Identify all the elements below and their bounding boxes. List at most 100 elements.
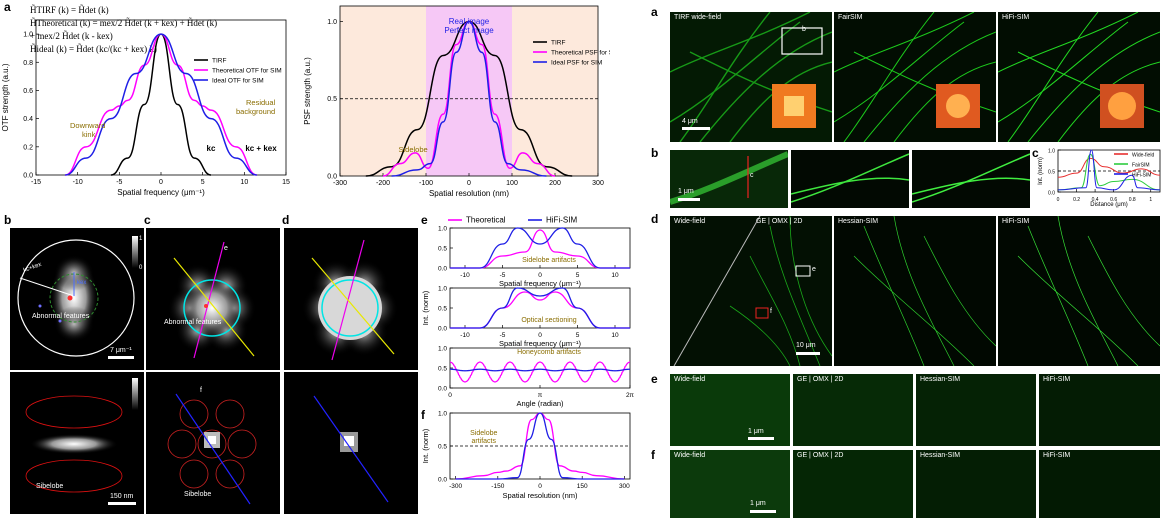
psf-ylabel: PSF strength (a.u.) — [303, 57, 312, 125]
c_right-ylabel: Int. (norm) — [1038, 157, 1044, 185]
c-f-label: f — [200, 387, 202, 394]
right-d-label-4: HiFi-SIM — [1002, 218, 1030, 225]
psf-series-ideal-psf-for-sim — [391, 20, 547, 177]
otf-xtick-label: 0 — [159, 179, 163, 186]
c_right-xtick-label: 0.8 — [1129, 197, 1136, 203]
right-d-label-2: GE | OMX | 2D — [756, 218, 803, 225]
f-series-hifi-sim — [455, 412, 625, 480]
right-a-scale-label: 4 μm — [682, 118, 698, 125]
right-e-label-4: HiFi-SIM — [1043, 376, 1071, 383]
e3-series-hifi-sim — [449, 368, 631, 372]
otf-xtick-label: -10 — [73, 179, 83, 186]
e3-annotation: Honeycomb artifacts — [517, 349, 581, 356]
b-sidelobe-label: Sibelobe — [36, 483, 63, 490]
right-b-1: c 1 μm — [670, 150, 788, 208]
psf-legend-label: Ideal PSF for SIM — [551, 60, 602, 67]
e3-ytick-label: 1.0 — [438, 346, 447, 353]
panel-d-top — [284, 228, 418, 370]
right-c-chart: 0 0.2 0.4 0.6 0.8 1 0.0 0.5 1.0 Distance (μm) Int.… — [1038, 149, 1161, 208]
e3-xlabel: Angle (radian) — [516, 399, 564, 408]
otf-xtick-label: -5 — [116, 179, 122, 186]
e1-ytick-label: 1.0 — [438, 226, 447, 233]
e3-ytick-label: 0.5 — [438, 366, 447, 373]
crt-legend-label: HiFi-SIM — [1132, 173, 1151, 179]
e2-xtick-label: 10 — [611, 332, 619, 339]
otf-xlabel: Spatial frequency (μm⁻¹) — [117, 188, 205, 197]
right-a-fairsim: FairSIM — [834, 12, 996, 142]
right-d-label-3: Hessian-SIM — [838, 218, 879, 225]
right-b-scale-label: 1 μm — [678, 188, 694, 195]
c_right-ytick-label: 0.0 — [1048, 191, 1055, 197]
psf-ytick-label: 0.0 — [327, 174, 337, 181]
right-b-3 — [912, 150, 1030, 208]
right-e-4: HiFi-SIM — [1039, 374, 1160, 446]
c-sidelobe-label: Sibelobe — [184, 491, 211, 498]
formula-ideal-rhs: kc/(kc + kex) k) — [99, 44, 157, 54]
c_right-xtick-label: 0.4 — [1092, 197, 1099, 203]
psf-xtick-label: 300 — [592, 180, 604, 187]
right-panel-label-a: a — [651, 5, 658, 19]
right-d-scale-bar — [796, 352, 820, 355]
right-f-label-4: HiFi-SIM — [1043, 452, 1071, 459]
b-kex-label: kex — [77, 280, 86, 286]
otf-xtick-label: 10 — [240, 179, 248, 186]
e1-series-theoretical — [450, 229, 630, 269]
e2-xlabel: Spatial frequency (μm⁻¹) — [499, 339, 582, 348]
otf-legend-label: Ideal OTF for SIM — [212, 78, 264, 85]
f-xtick-label: -150 — [491, 483, 504, 490]
panel-c-top: e Abnormal features — [146, 228, 280, 370]
formula-theoretical-rhs: mex/2 H̃det (k + kex) + H̃det (k) + mex/… — [30, 18, 218, 41]
psf-ytick-label: 0.5 — [327, 96, 337, 103]
psf-band — [426, 6, 512, 176]
right-b-c-marker: c — [750, 172, 754, 179]
right-a-scale-bar — [682, 127, 710, 130]
right-f-2: GE | OMX | 2D — [793, 450, 913, 518]
otf-kcex-label: kc + kex — [245, 144, 277, 153]
e1-xtick-label: 10 — [611, 272, 619, 279]
formula-ideal-lhs: H̃ideal (k) = H̃det ( — [30, 44, 100, 54]
right-f-label-3: Hessian-SIM — [920, 452, 961, 459]
c_right-xtick-label: 0.6 — [1110, 197, 1117, 203]
e2-xtick-label: -5 — [500, 332, 506, 339]
right-a-b-marker: b — [802, 26, 806, 33]
b-cbar-min: 0 — [139, 265, 143, 271]
panel-d-bottom — [284, 372, 418, 514]
otf-kink-label-1: Downward — [70, 121, 105, 130]
e2-xtick-label: -10 — [460, 332, 470, 339]
e3-xtick-label: π — [538, 392, 543, 399]
b-bottom-scale-bar — [108, 502, 136, 505]
f-xlabel: Spatial resolution (nm) — [502, 491, 578, 500]
right-e-3: Hessian-SIM — [916, 374, 1036, 446]
formula-tirf: H̃TIRF (k) = H̃det (k) — [30, 5, 109, 15]
e1-xtick-label: -5 — [500, 272, 506, 279]
crt-legend-label: Wide-field — [1132, 153, 1154, 159]
right-d-2: Hessian-SIM — [834, 216, 996, 366]
right-panel-label-f: f — [651, 448, 655, 462]
e1-ytick-label: 0.0 — [438, 266, 447, 273]
b-abnormal-label: Abnormal features — [32, 313, 90, 320]
psf-chart: -300 -200 -100 0 100 200 300 0.0 0.5 1.0 Spatial r… — [303, 5, 610, 198]
formula-block: H̃TIRF (k) = H̃det (k) H̃Theoretical (k)… — [30, 4, 220, 64]
otf-xtick-label: -15 — [31, 179, 41, 186]
c_right-series-wide-field — [1057, 157, 1161, 178]
e3-ytick-label: 0.0 — [438, 386, 447, 393]
right-f-scale-bar — [750, 510, 776, 513]
otf-ytick-label: 1.0 — [23, 32, 33, 39]
right-e-1: Wide-field 1 μm — [670, 374, 790, 446]
right-a-tirf: TIRF wide-field b 4 μm — [670, 12, 832, 142]
psf-legend-label: TIRF — [551, 40, 565, 47]
psf-legend-label: Theoretical PSF for SIM — [551, 50, 610, 57]
psf-xtick-label: 0 — [467, 180, 471, 187]
right-e-2: GE | OMX | 2D — [793, 374, 913, 446]
e1-xtick-label: -10 — [460, 272, 470, 279]
psf-ytick-label: 1.0 — [327, 19, 337, 26]
right-e-label-3: Hessian-SIM — [920, 376, 961, 383]
psf-xtick-label: -300 — [333, 180, 347, 187]
e2-ytick-label: 1.0 — [438, 286, 447, 293]
c_right-xtick-label: 1 — [1149, 197, 1152, 203]
e1-xtick-label: 0 — [538, 272, 542, 279]
panel-b-top: 1 0 kc+kex kex Abnormal features 7 μm⁻¹ — [10, 228, 144, 370]
right-a-label-3: HiFi-SIM — [1002, 14, 1030, 21]
c_right-xtick-label: 0 — [1057, 197, 1060, 203]
